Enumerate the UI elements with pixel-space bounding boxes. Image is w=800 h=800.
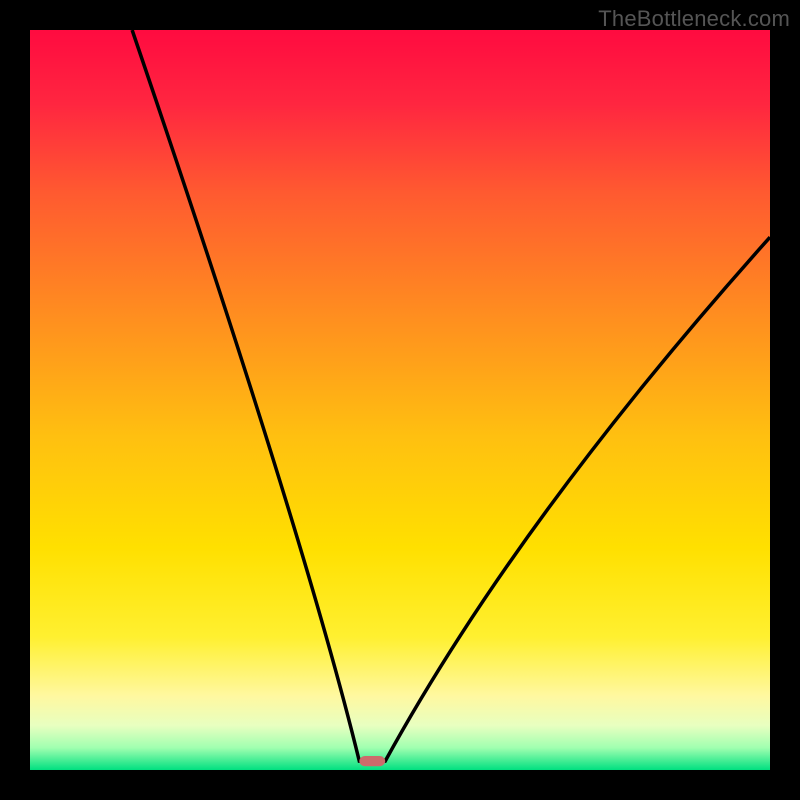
plot-background [30,30,770,770]
minimum-marker [359,756,385,766]
bottleneck-chart [0,0,800,800]
watermark-text: TheBottleneck.com [598,6,790,32]
